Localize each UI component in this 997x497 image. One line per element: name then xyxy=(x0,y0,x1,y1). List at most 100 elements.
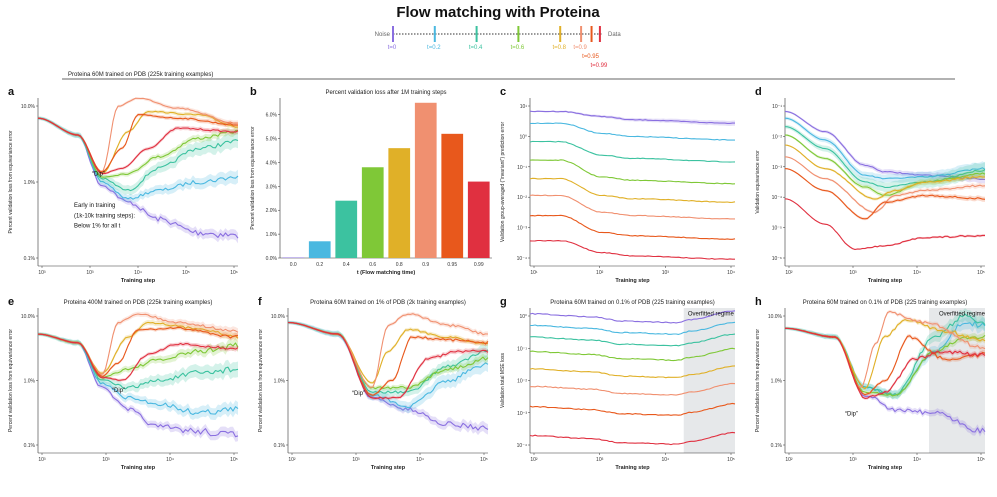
series-line-7 xyxy=(784,327,986,399)
y-tick-label: 10⁻⁴ xyxy=(517,443,527,449)
y-tick-label: 10.0% xyxy=(768,314,783,320)
y-axis-label: Percent validation loss from equivarianc… xyxy=(8,329,14,432)
bar-3 xyxy=(361,167,384,258)
panel-letter: e xyxy=(8,296,14,308)
series-band-1 xyxy=(38,116,238,203)
y-tick-label: 10⁻¹ xyxy=(517,165,527,171)
y-tick-label: 1.0% xyxy=(24,379,36,385)
overfit-shade xyxy=(929,308,985,453)
y-tick-label: 0.1% xyxy=(274,443,286,449)
x-tick-label: 10⁵ xyxy=(182,270,190,276)
x-tick-label: 0.9 xyxy=(422,262,429,268)
legend-tick-label-2: t=0.4 xyxy=(469,45,483,51)
y-tick-label: 10.0% xyxy=(21,314,36,320)
x-axis-label: Training step xyxy=(121,278,156,284)
x-axis-label: Training step xyxy=(615,278,650,284)
x-tick-label: 0.2 xyxy=(316,262,323,268)
x-axis-label: t (Flow matching time) xyxy=(357,270,416,276)
x-tick-label: 0.95 xyxy=(447,262,457,268)
series-band-3 xyxy=(288,321,488,392)
x-axis-label: Training step xyxy=(121,465,156,471)
x-tick-label: 10² xyxy=(785,457,793,463)
series-line-3 xyxy=(529,159,736,185)
bar-1 xyxy=(308,241,331,258)
y-tick-label: 10⁻² xyxy=(517,379,527,385)
y-tick-label: 1.0% xyxy=(24,180,36,186)
y-tick-label: 10⁻³ xyxy=(517,411,527,417)
x-axis-label: Training step xyxy=(371,465,406,471)
legend-data-label: Data xyxy=(608,32,621,38)
y-tick-label: 10.0% xyxy=(271,314,286,320)
x-tick-label: 10³ xyxy=(352,457,360,463)
panel-title: Proteina 60M trained on 1% of PDB (2k tr… xyxy=(310,300,466,306)
y-axis-label: Validation equivariance error xyxy=(755,150,761,214)
x-tick-label: 10³ xyxy=(102,457,110,463)
y-axis-label: Percent validation loss from equivarianc… xyxy=(755,329,761,432)
panel-letter: b xyxy=(250,86,257,98)
panel-title: Proteina 60M trained on 0.1% of PDB (225… xyxy=(550,300,714,306)
panel-d: d 10² 10³ 10⁴ 10⁵ Training step 10⁻¹ 10⁻² 10⁻³ 10… xyxy=(755,86,986,284)
series-band-7 xyxy=(38,333,238,382)
bar-0 xyxy=(282,257,305,259)
series-line-2 xyxy=(529,140,736,163)
series-band-3 xyxy=(38,332,238,381)
annotation-0: “Dip” xyxy=(352,391,365,397)
series-line-4 xyxy=(529,177,736,203)
x-tick-label: 10⁴ xyxy=(661,457,669,463)
y-tick-label: 10¹ xyxy=(520,104,528,110)
section-label: Proteina 60M trained on PDB (225k traini… xyxy=(68,72,213,78)
panel-c: c 10¹ 10² 10³ 10⁴ Training step 10¹ 10° 10⁻¹ 10⁻²… xyxy=(500,86,736,284)
x-tick-label: 10³ xyxy=(849,457,857,463)
y-tick-label: 1.0% xyxy=(274,379,286,385)
y-tick-label: 10⁻⁶ xyxy=(772,256,782,262)
annotation-1: “Dip” xyxy=(845,411,858,417)
series-line-7 xyxy=(529,431,736,446)
annotation-0: Overfitted regime xyxy=(688,311,735,317)
x-tick-label: 10⁴ xyxy=(913,270,921,276)
y-tick-label: 10⁻² xyxy=(772,134,782,140)
y-tick-label: 5.0% xyxy=(266,137,278,143)
x-tick-label: 10¹ xyxy=(530,270,538,276)
figure-title: Flow matching with Proteina xyxy=(396,4,600,21)
y-axis-label: Validation total MSE loss xyxy=(500,353,506,408)
panel-letter: d xyxy=(755,86,762,98)
x-axis-label: Training step xyxy=(868,278,903,284)
y-tick-label: 10° xyxy=(519,314,527,320)
overfit-shade xyxy=(683,308,735,453)
x-tick-label: 10⁴ xyxy=(134,270,142,276)
series-line-0 xyxy=(529,310,736,324)
panel-e: e Proteina 400M trained on PDB (225k trai… xyxy=(8,296,239,471)
x-tick-label: 10⁵ xyxy=(977,457,985,463)
y-tick-label: 10⁻² xyxy=(517,195,527,201)
y-tick-label: 6.0% xyxy=(266,113,278,119)
x-tick-label: 10³ xyxy=(38,270,46,276)
x-tick-label: 10² xyxy=(785,270,793,276)
x-tick-label: 10³ xyxy=(38,457,46,463)
panel-b: b Percent validation loss after 1M traini… xyxy=(250,86,492,276)
x-tick-label: 10³ xyxy=(849,270,857,276)
x-tick-label: 0.8 xyxy=(396,262,403,268)
time-legend: Noise Data t=0 t=0.2 t=0.4 t=0.6 t=0.8 t=0.9 t=0… xyxy=(375,26,621,69)
series-line-1 xyxy=(530,321,736,335)
y-tick-label: 0.0% xyxy=(266,256,278,262)
y-tick-label: 10⁻¹ xyxy=(517,346,527,352)
y-tick-label: 0.1% xyxy=(24,443,36,449)
bar-4 xyxy=(388,148,411,258)
y-tick-label: 10.0% xyxy=(21,104,36,110)
panel-f: f Proteina 60M trained on 1% of PDB (2k t… xyxy=(258,296,489,471)
annotation-1: Early in training xyxy=(74,203,115,209)
panel-letter: h xyxy=(755,296,762,308)
y-axis-label: Validation group-averaged (“invariant”) … xyxy=(500,122,506,243)
plot-area xyxy=(785,98,985,266)
x-tick-label: 10² xyxy=(288,457,296,463)
legend-tick-label-3: t=0.6 xyxy=(511,45,525,51)
panel-letter: c xyxy=(500,86,506,98)
x-tick-label: 10⁵ xyxy=(727,457,735,463)
annotation-2: (1k-10k training steps): xyxy=(74,213,135,219)
x-tick-label: 10⁴ xyxy=(166,457,174,463)
series-band-1 xyxy=(288,320,488,414)
panel-a: a 10³ 10³ 10⁴ 10⁵ 10⁶ Training step 10.0% 1.0% 0.… xyxy=(8,86,239,284)
series-line-7 xyxy=(37,117,239,175)
y-tick-label: 10⁻³ xyxy=(772,165,782,171)
